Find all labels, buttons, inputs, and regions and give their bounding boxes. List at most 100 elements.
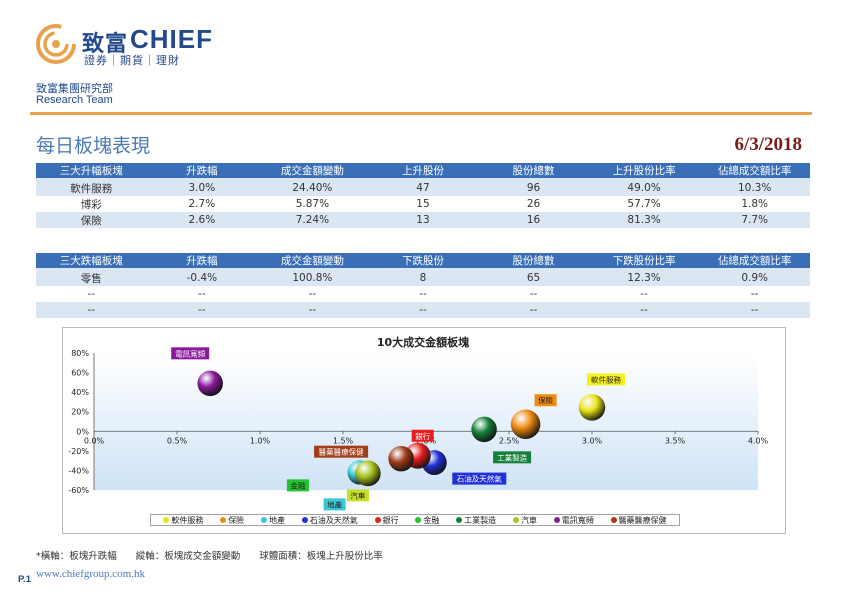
legend-item: 醫藥醫療保健 bbox=[610, 515, 667, 526]
table-cell: 65 bbox=[478, 269, 589, 286]
legend-marker bbox=[553, 517, 560, 523]
chart-title: 10大成交金額板塊 bbox=[376, 336, 470, 349]
table-cell: 47 bbox=[367, 179, 479, 196]
y-tick-label: 60% bbox=[71, 369, 89, 378]
table-cell: -- bbox=[146, 302, 258, 318]
table-header-cell: 成交金額變動 bbox=[257, 163, 368, 180]
legend-marker bbox=[374, 517, 381, 523]
bubble-point bbox=[197, 370, 223, 397]
legend-label: 軟件服務 bbox=[171, 515, 204, 525]
bubble-point bbox=[471, 416, 497, 443]
table-header-cell: 下跌股份比率 bbox=[588, 253, 700, 270]
legend-label: 地產 bbox=[268, 515, 285, 525]
data-label: 工業製造 bbox=[497, 452, 527, 462]
x-tick-label: 4.0% bbox=[748, 436, 769, 445]
table-cell: 10.3% bbox=[699, 179, 810, 196]
table-header-cell: 三大升幅板塊 bbox=[36, 163, 147, 180]
bubble-chart: 80% 60% 40% 20% 0% -20% -40% -60% 0.0% 0.5% 1.0% 1.… bbox=[68, 347, 769, 511]
data-label-box bbox=[323, 498, 346, 511]
table-cell: -- bbox=[478, 302, 589, 318]
legend-item: 工業製造 bbox=[456, 515, 496, 526]
legend-item: 保險 bbox=[220, 515, 244, 526]
data-label: 銀行 bbox=[415, 431, 430, 441]
table-cell: -- bbox=[699, 286, 810, 302]
header-divider bbox=[30, 112, 812, 115]
data-label-box bbox=[587, 373, 625, 386]
data-label-box bbox=[411, 429, 434, 442]
table-cell: -- bbox=[588, 302, 700, 318]
table-cell: 7.24% bbox=[257, 212, 368, 228]
table-cell: 57.7% bbox=[588, 196, 700, 212]
table-cell: 100.8% bbox=[257, 269, 368, 286]
table-header-cell: 股份總數 bbox=[478, 163, 589, 180]
legend-item: 汽車 bbox=[512, 515, 537, 526]
data-label: 電訊寬頻 bbox=[175, 348, 205, 358]
legend-item: 銀行 bbox=[374, 515, 399, 526]
table-row: 零售 -0.4% 100.8% 8 65 12.3% 0.9% bbox=[36, 269, 810, 286]
data-label-box bbox=[493, 451, 532, 464]
bubble-point bbox=[510, 409, 541, 440]
table-row: 博彩 2.7% 5.87% 15 26 57.7% 1.8% bbox=[36, 196, 810, 212]
y-tick-label: -20% bbox=[68, 447, 89, 456]
legend-item: 金融 bbox=[415, 515, 439, 526]
brand-name-cn: 致富 bbox=[82, 32, 129, 57]
data-label: 醫藥醫療保健 bbox=[319, 447, 364, 457]
table-header-cell: 升跌幅 bbox=[146, 163, 258, 180]
table-cell: -- bbox=[257, 302, 368, 318]
legend-marker bbox=[415, 517, 422, 523]
table-cell: 2.7% bbox=[146, 196, 258, 212]
table-cell: -- bbox=[699, 302, 810, 318]
table-cell: 1.8% bbox=[699, 196, 810, 212]
table-cell: -- bbox=[367, 286, 479, 302]
legend-marker bbox=[301, 517, 308, 523]
data-label-box bbox=[534, 394, 557, 407]
chart-footnote: *橫軸：板塊升跌幅 縱軸：板塊成交金額變動 球體面積：板塊上升股份比率 bbox=[36, 551, 383, 562]
x-tick-label: 1.5% bbox=[333, 436, 354, 445]
table-header-cell: 三大跌幅板塊 bbox=[36, 253, 147, 270]
data-label: 金融 bbox=[290, 480, 305, 490]
table-cell: 3.0% bbox=[146, 179, 258, 196]
table-cell: 5.87% bbox=[257, 196, 368, 212]
table-header-cell: 升跌幅 bbox=[146, 253, 258, 270]
data-label-box bbox=[452, 472, 507, 485]
x-tick-label: 3.0% bbox=[582, 436, 603, 445]
table-cell: 26 bbox=[478, 196, 589, 212]
table-header-cell: 佔總成交額比率 bbox=[699, 163, 810, 180]
table-cell: -- bbox=[36, 302, 147, 318]
data-label: 地產 bbox=[327, 499, 342, 509]
table-header-cell: 上升股份 bbox=[367, 163, 479, 180]
legend-marker bbox=[220, 517, 227, 523]
legend-label: 醫藥醫療保健 bbox=[618, 515, 667, 525]
table-cell: -- bbox=[257, 286, 368, 302]
legend-label: 保險 bbox=[228, 515, 245, 525]
y-tick-label: 40% bbox=[71, 388, 89, 397]
bubble-point bbox=[388, 445, 414, 472]
legend-label: 金融 bbox=[423, 515, 440, 525]
y-tick-label: 0% bbox=[76, 427, 89, 436]
y-tick-label: -40% bbox=[68, 466, 89, 475]
data-label-box bbox=[171, 347, 210, 360]
table-row: 保險 2.6% 7.24% 13 16 81.3% 7.7% bbox=[36, 212, 810, 228]
website-link[interactable]: www.chiefgroup.com.hk bbox=[36, 568, 145, 580]
table-header-cell: 成交金額變動 bbox=[257, 253, 368, 270]
table-cell: 2.6% bbox=[146, 212, 258, 228]
top-gainers-table: 三大升幅板塊 升跌幅 成交金額變動 上升股份 股份總數 上升股份比率 佔總成交額… bbox=[36, 163, 810, 228]
table-cell: 7.7% bbox=[699, 212, 810, 228]
table-cell: 8 bbox=[367, 269, 479, 286]
legend-label: 工業製造 bbox=[464, 515, 497, 525]
table-cell: -- bbox=[146, 286, 258, 302]
table-header-cell: 佔總成交額比率 bbox=[699, 253, 810, 270]
brand-name-en: CHIEF bbox=[130, 24, 213, 54]
legend-label: 石油及天然氣 bbox=[309, 515, 358, 525]
x-tick-label: 1.0% bbox=[250, 436, 271, 445]
table-header-cell: 下跌股份 bbox=[367, 253, 479, 270]
legend-label: 汽車 bbox=[520, 515, 537, 525]
table-cell: 保險 bbox=[36, 212, 147, 228]
table-header-cell: 上升股份比率 bbox=[588, 163, 700, 180]
legend-item: 軟件服務 bbox=[163, 515, 203, 526]
legend-item: 石油及天然氣 bbox=[301, 515, 358, 526]
chart-legend: 軟件服務 保險 地產 石油及天然氣 銀行 金融 工業製造 汽車 電訊寬頻 醫藥醫療保健 bbox=[150, 514, 680, 526]
table-cell: -- bbox=[367, 302, 479, 318]
top-losers-table: 三大跌幅板塊 升跌幅 成交金額變動 下跌股份 股份總數 下跌股份比率 佔總成交額… bbox=[36, 253, 810, 318]
page-title: 每日板塊表現 bbox=[36, 135, 151, 157]
